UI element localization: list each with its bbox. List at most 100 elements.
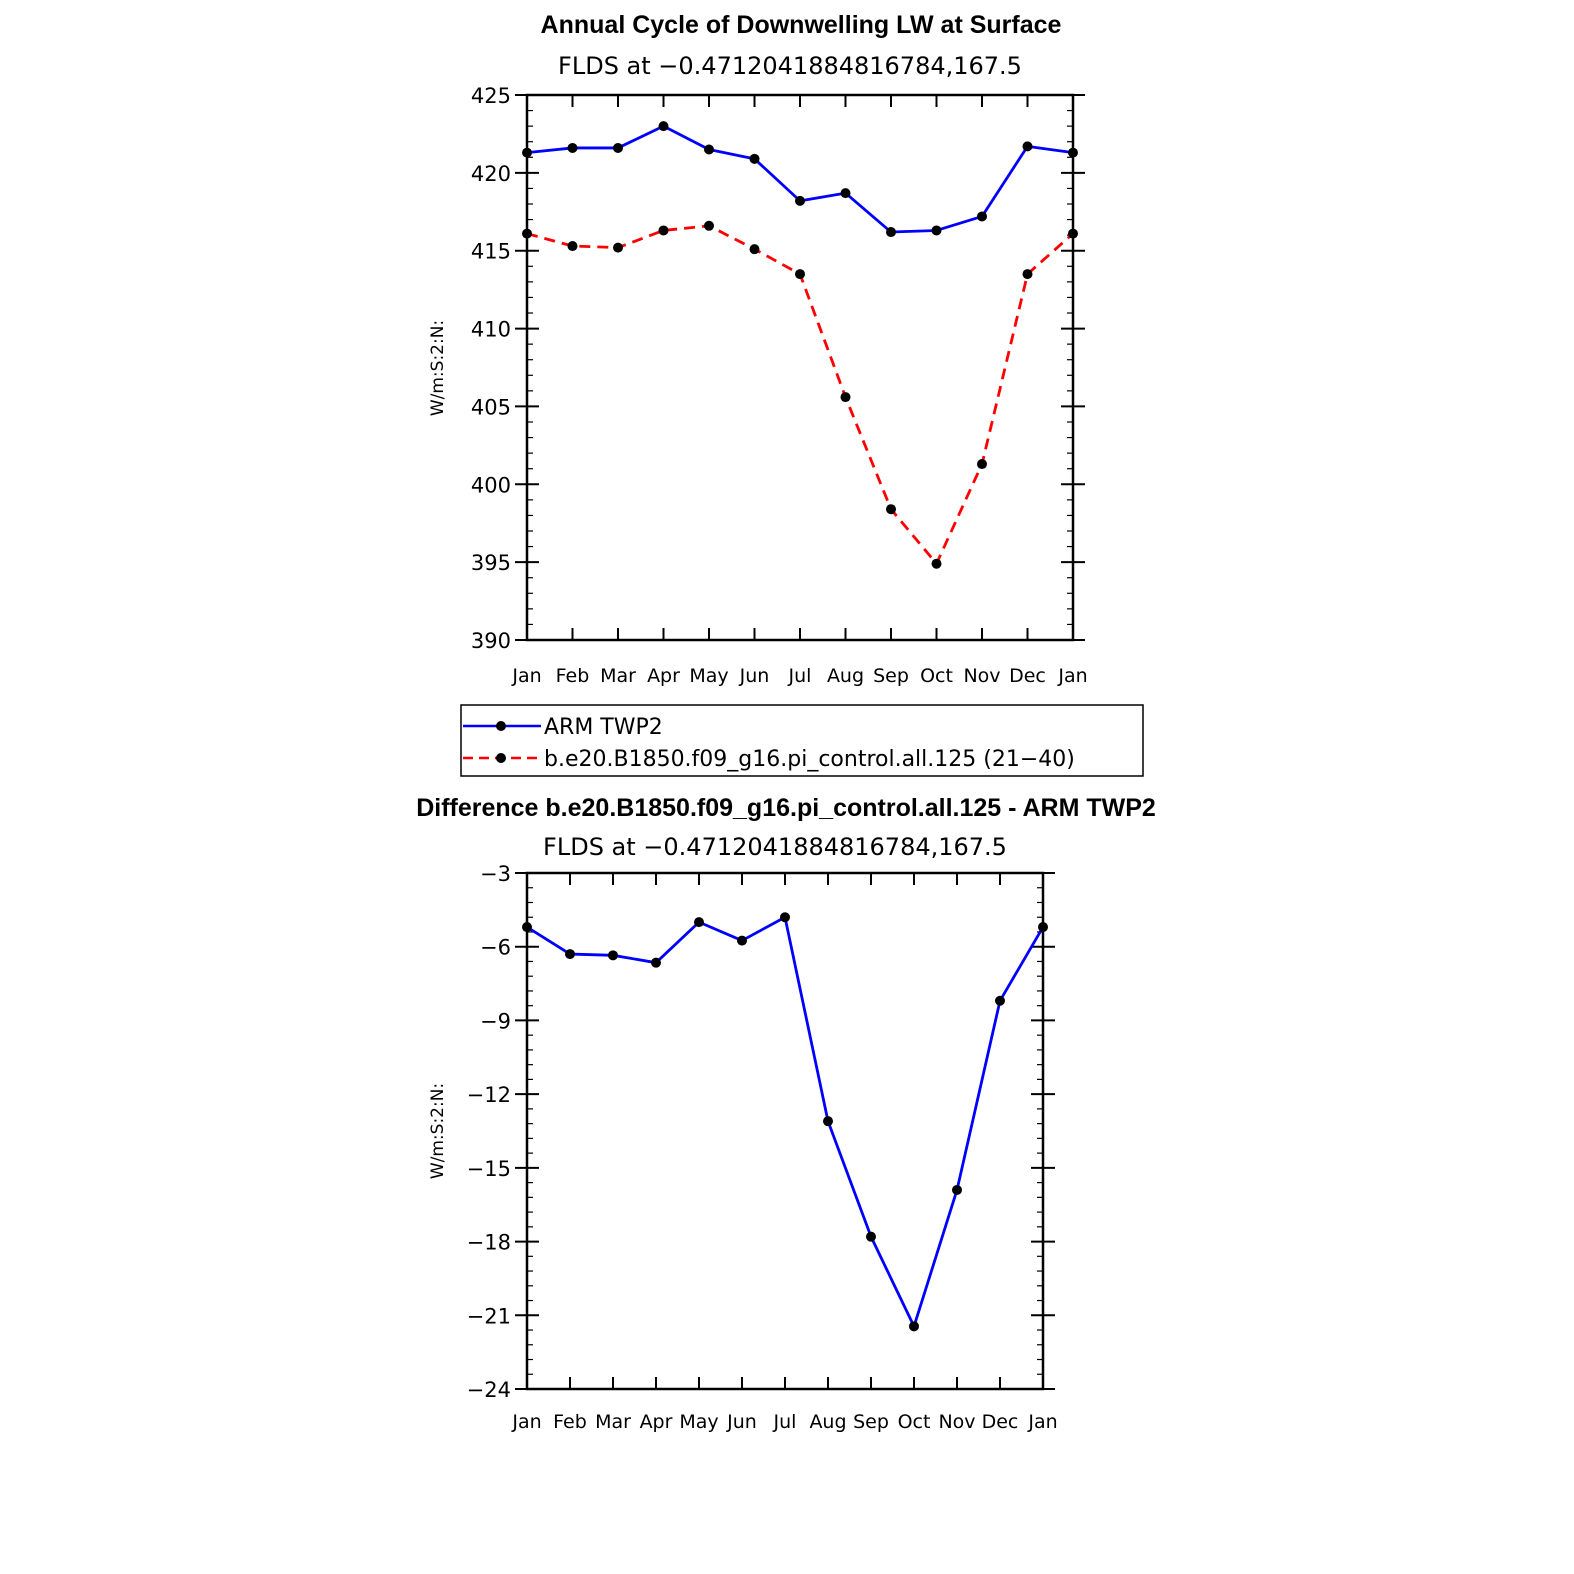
bottom-y-tick-label: −15 xyxy=(467,1157,511,1181)
bottom-x-tick-label: Apr xyxy=(640,1411,673,1433)
bottom-y-tick-label: −3 xyxy=(480,862,511,886)
bottom-series-0-point xyxy=(651,957,661,968)
top-series-1-point xyxy=(522,228,532,239)
top-series-1-point xyxy=(977,459,987,470)
bottom-series-0-point xyxy=(565,949,575,960)
top-series-1-point xyxy=(886,504,896,515)
bottom-chart-title: Difference b.e20.B1850.f09_g16.pi_contro… xyxy=(416,794,1156,822)
top-series-1-point xyxy=(931,558,942,569)
bottom-series-0-point xyxy=(866,1231,876,1242)
top-series-1-point xyxy=(567,241,578,252)
bottom-series-0-point xyxy=(694,917,704,928)
top-x-tick-label: May xyxy=(689,665,728,687)
top-y-tick-label: 395 xyxy=(471,551,511,575)
legend-marker-arm xyxy=(496,721,506,731)
bottom-frame xyxy=(525,871,1045,1391)
bottom-x-tick-label: May xyxy=(679,1411,718,1433)
top-x-tick-label: Mar xyxy=(600,665,636,687)
bottom-x-tick-label: Jul xyxy=(773,1411,797,1433)
top-series-0-point xyxy=(795,195,805,206)
top-y-tick-label: 410 xyxy=(471,318,511,342)
top-series-0-point xyxy=(977,211,987,222)
top-series-1-point xyxy=(613,242,623,253)
bottom-y-axis-label: W/m:S:2:N: xyxy=(428,1083,448,1179)
top-y-tick-label: 390 xyxy=(471,629,511,653)
top-series-1-point xyxy=(1022,269,1033,280)
top-series-0-point xyxy=(1022,141,1033,152)
top-y-tick-label: 415 xyxy=(471,240,511,264)
bottom-chart-subtitle: FLDS at −0.4712041884816784,167.5 xyxy=(543,833,1007,861)
top-frame xyxy=(525,93,1075,642)
top-x-tick-label: Jul xyxy=(788,665,812,687)
top-y-tick-label: 420 xyxy=(471,162,511,186)
bottom-x-tick-label: Feb xyxy=(553,1411,587,1433)
top-x-tick-label: Jan xyxy=(1057,665,1087,687)
bottom-x-tick-label: Oct xyxy=(898,1411,931,1433)
bottom-series-0-point xyxy=(995,995,1005,1006)
legend-box xyxy=(460,704,1144,777)
bottom-x-tick-label: Mar xyxy=(595,1411,631,1433)
bottom-plot-area: Jan Feb Mar Apr May Jun Jul Aug Sep Oct Nov Dec Jan−… xyxy=(467,862,1058,1433)
top-y-tick-label: 400 xyxy=(471,473,511,497)
bottom-x-tick-label: Nov xyxy=(938,1411,975,1433)
top-x-tick-label: Sep xyxy=(873,665,909,687)
bottom-series-0-point xyxy=(780,912,790,923)
top-x-tick-label: Jun xyxy=(739,665,770,687)
top-series-0-point xyxy=(749,153,760,164)
bottom-series-0-point xyxy=(737,935,747,946)
bottom-series-0-point xyxy=(823,1116,833,1127)
bottom-series-0-line xyxy=(526,915,1045,1328)
top-x-tick-label: Dec xyxy=(1009,665,1046,687)
top-plot-area: Jan Feb Mar Apr May Jun Jul Aug Sep Oct Nov Dec Jan3… xyxy=(471,84,1088,687)
top-series-1-point xyxy=(749,244,760,255)
top-series-0-point xyxy=(1068,147,1078,158)
bottom-x-tick-label: Jan xyxy=(1027,1411,1057,1433)
top-y-tick-label: 405 xyxy=(471,395,511,419)
legend-label-arm: ARM TWP2 xyxy=(544,715,663,740)
top-y-axis-label: W/m:S:2:N: xyxy=(428,320,448,416)
top-series-1-point xyxy=(840,392,851,403)
top-x-tick-label: Oct xyxy=(920,665,953,687)
bottom-y-tick-label: −12 xyxy=(467,1083,511,1107)
bottom-series-0-point xyxy=(608,950,618,961)
top-chart-title: Annual Cycle of Downwelling LW at Surfac… xyxy=(541,11,1062,39)
top-series-0-point xyxy=(704,144,714,155)
top-series-1-point xyxy=(658,225,669,236)
bottom-x-tick-label: Jan xyxy=(511,1411,541,1433)
top-series-0-point xyxy=(840,188,851,199)
top-series-0-point xyxy=(886,227,896,238)
bottom-y-tick-label: −21 xyxy=(467,1304,511,1328)
bottom-y-tick-label: −6 xyxy=(480,936,511,960)
top-series-0-point xyxy=(931,225,942,236)
top-x-tick-label: Jan xyxy=(511,665,541,687)
bottom-y-tick-label: −18 xyxy=(467,1231,511,1255)
top-series-0-point xyxy=(567,142,578,153)
top-x-tick-label: Apr xyxy=(647,665,680,687)
bottom-series-0-point xyxy=(1038,922,1048,933)
bottom-series-0-point xyxy=(522,922,532,933)
top-y-tick-label: 425 xyxy=(471,84,511,108)
top-series-0-point xyxy=(658,121,669,132)
top-series-0-line xyxy=(526,124,1074,234)
top-series-0-point xyxy=(522,147,532,158)
top-series-1-point xyxy=(1068,228,1078,239)
bottom-x-tick-label: Dec xyxy=(982,1411,1019,1433)
legend-label-model: b.e20.B1850.f09_g16.pi_control.all.125 (… xyxy=(544,747,1075,772)
top-chart-subtitle: FLDS at −0.4712041884816784,167.5 xyxy=(558,52,1022,80)
top-x-tick-label: Nov xyxy=(963,665,1000,687)
legend-marker-model xyxy=(496,753,506,763)
top-x-tick-label: Aug xyxy=(827,665,864,687)
top-series-1-point xyxy=(704,220,714,231)
bottom-series-0-point xyxy=(909,1321,919,1332)
top-series-1-point xyxy=(795,269,805,280)
bottom-x-tick-label: Aug xyxy=(809,1411,846,1433)
bottom-series-0-point xyxy=(952,1184,962,1195)
bottom-x-tick-label: Sep xyxy=(853,1411,889,1433)
bottom-x-tick-label: Jun xyxy=(726,1411,757,1433)
legend: ARM TWP2 b.e20.B1850.f09_g16.pi_control.… xyxy=(460,704,1144,777)
bottom-y-tick-label: −24 xyxy=(467,1378,511,1402)
top-series-0-point xyxy=(613,142,623,153)
bottom-y-tick-label: −9 xyxy=(480,1009,511,1033)
top-x-tick-label: Feb xyxy=(556,665,590,687)
